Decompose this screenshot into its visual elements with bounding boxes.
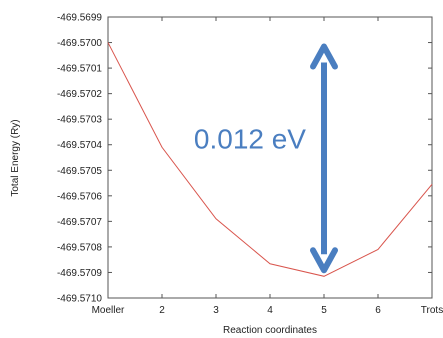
arrow-down-head — [310, 247, 338, 274]
y-tick-label: -469.5705 — [57, 166, 102, 177]
series-layer — [107, 42, 433, 277]
x-tick-label: 6 — [375, 305, 381, 316]
arrow-up-head — [310, 43, 338, 70]
x-axis: Moeller 2 3 4 5 6 Trots — [92, 17, 443, 316]
y-tick-label: -469.5703 — [57, 115, 102, 126]
y-tick-label: -469.5702 — [57, 89, 102, 100]
x-tick-label: 2 — [159, 305, 165, 316]
y-tick-label: -469.5708 — [57, 242, 102, 253]
y-tick-label: -469.5700 — [57, 38, 102, 49]
y-tick-label: -469.5701 — [57, 64, 102, 75]
x-tick-label: Trots — [421, 305, 443, 316]
x-tick-label: 3 — [213, 305, 219, 316]
y-tick-label: -469.5707 — [57, 217, 102, 228]
annotation-label: 0.012 eV — [194, 123, 306, 154]
y-axis-title: Total Energy (Ry) — [10, 119, 21, 196]
y-tick-label: -469.5710 — [57, 294, 102, 305]
plot-frame — [107, 16, 433, 299]
y-tick-label: -469.5706 — [57, 191, 102, 202]
annotation: 0.012 eV — [194, 43, 338, 274]
x-tick-label: 4 — [267, 305, 273, 316]
x-tick-label: Moeller — [92, 305, 125, 316]
y-tick-label: -469.5709 — [57, 268, 102, 279]
x-tick-label: 5 — [321, 305, 327, 316]
y-tick-label: -469.5704 — [57, 140, 102, 151]
x-axis-title: Reaction coordinates — [223, 325, 317, 336]
series-line — [107, 42, 433, 277]
y-axis: -469.5699 -469.5700 -469.5701 -469.5702 -469… — [57, 13, 432, 305]
y-tick-label: -469.5699 — [57, 13, 102, 24]
